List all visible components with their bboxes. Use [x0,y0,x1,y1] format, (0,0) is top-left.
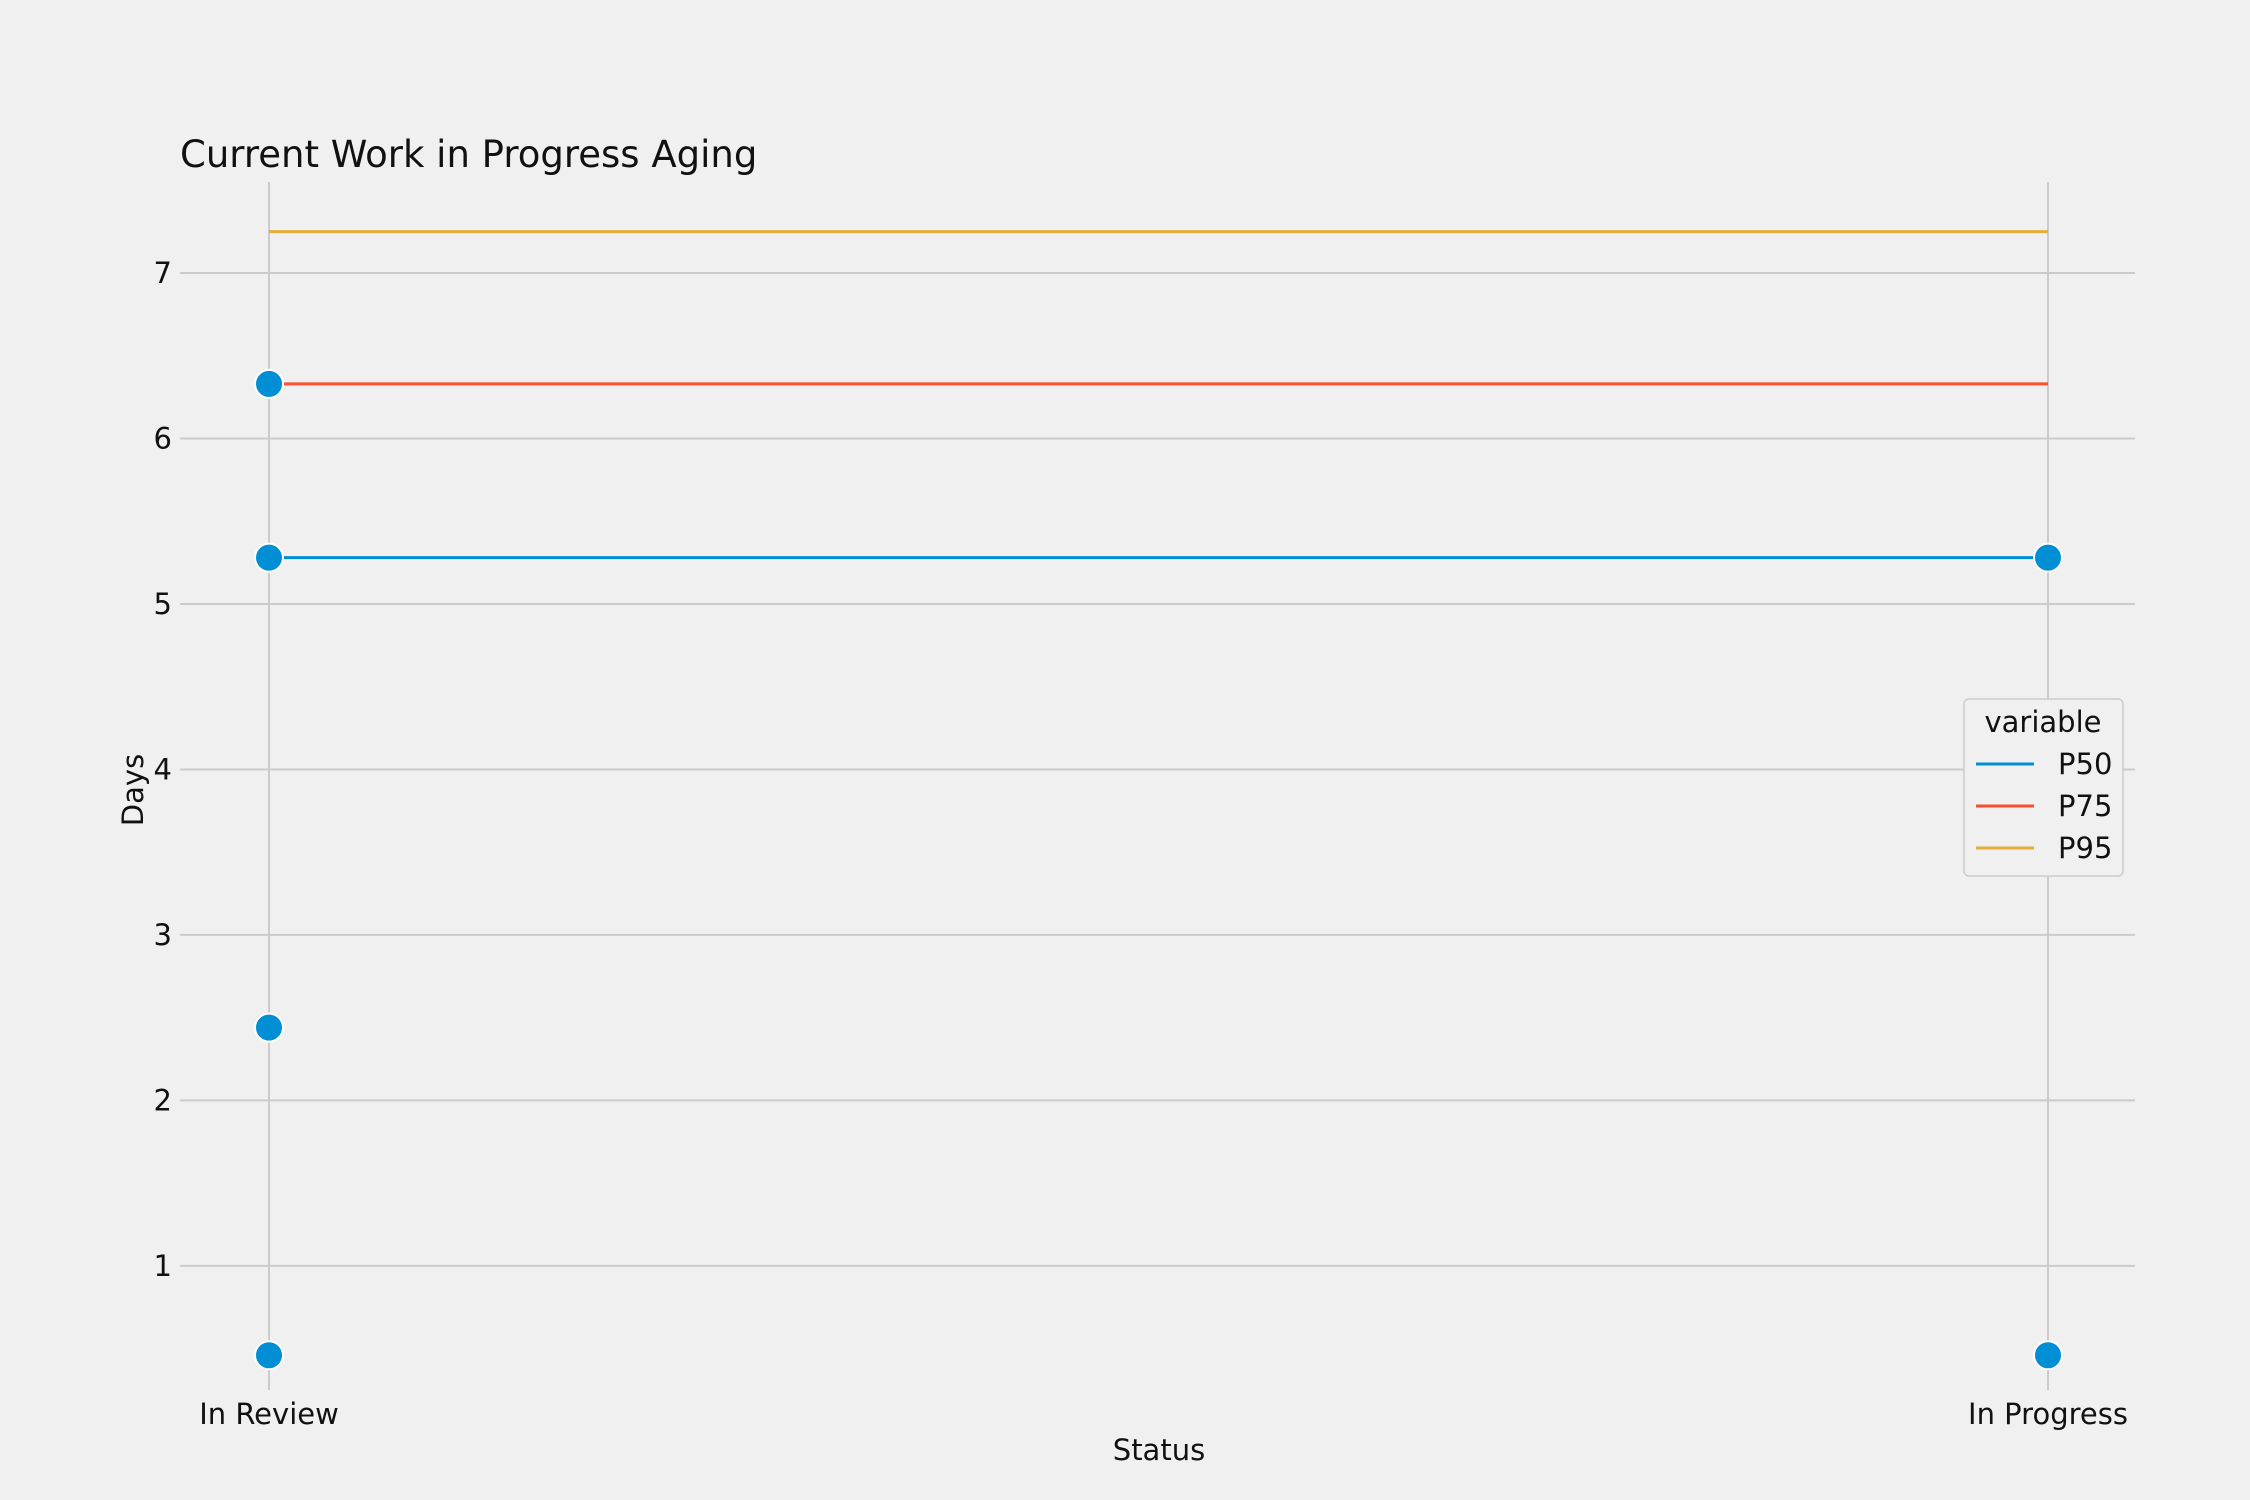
data-points [254,368,2063,1371]
legend-box [1963,698,2124,877]
y-tick-label: 6 [154,421,172,455]
chart-title: Current Work in Progress Aging [180,133,757,176]
legend-label-p50: P50 [2058,747,2112,781]
legend-label-p95: P95 [2058,831,2112,865]
x-tick-labels: In Review In Progress [199,1397,2128,1431]
legend-entries: P50 P75 P95 [1976,747,2112,865]
y-tick-label: 5 [154,587,172,621]
y-tick-label: 1 [154,1249,172,1283]
data-point [254,1340,284,1371]
y-tick-label: 7 [154,256,172,290]
y-tick-labels: 1 2 3 4 5 6 7 [154,256,172,1283]
reference-lines [269,230,2048,560]
y-tick-label: 4 [154,752,172,786]
data-point [2033,1340,2063,1371]
y-tick-label: 2 [154,1083,172,1117]
legend: variable P50 P75 P95 [1963,698,2124,877]
legend-title: variable [1985,705,2102,739]
y-axis-label: Days [116,754,150,826]
data-point [254,368,284,399]
x-axis-label: Status [1113,1433,1205,1467]
data-point [254,542,284,573]
legend-label-p75: P75 [2058,789,2112,823]
x-tick-label: In Progress [1968,1397,2128,1431]
data-point [2033,542,2063,573]
data-point [254,1012,284,1043]
y-tick-label: 3 [154,918,172,952]
x-tick-label: In Review [199,1397,339,1431]
